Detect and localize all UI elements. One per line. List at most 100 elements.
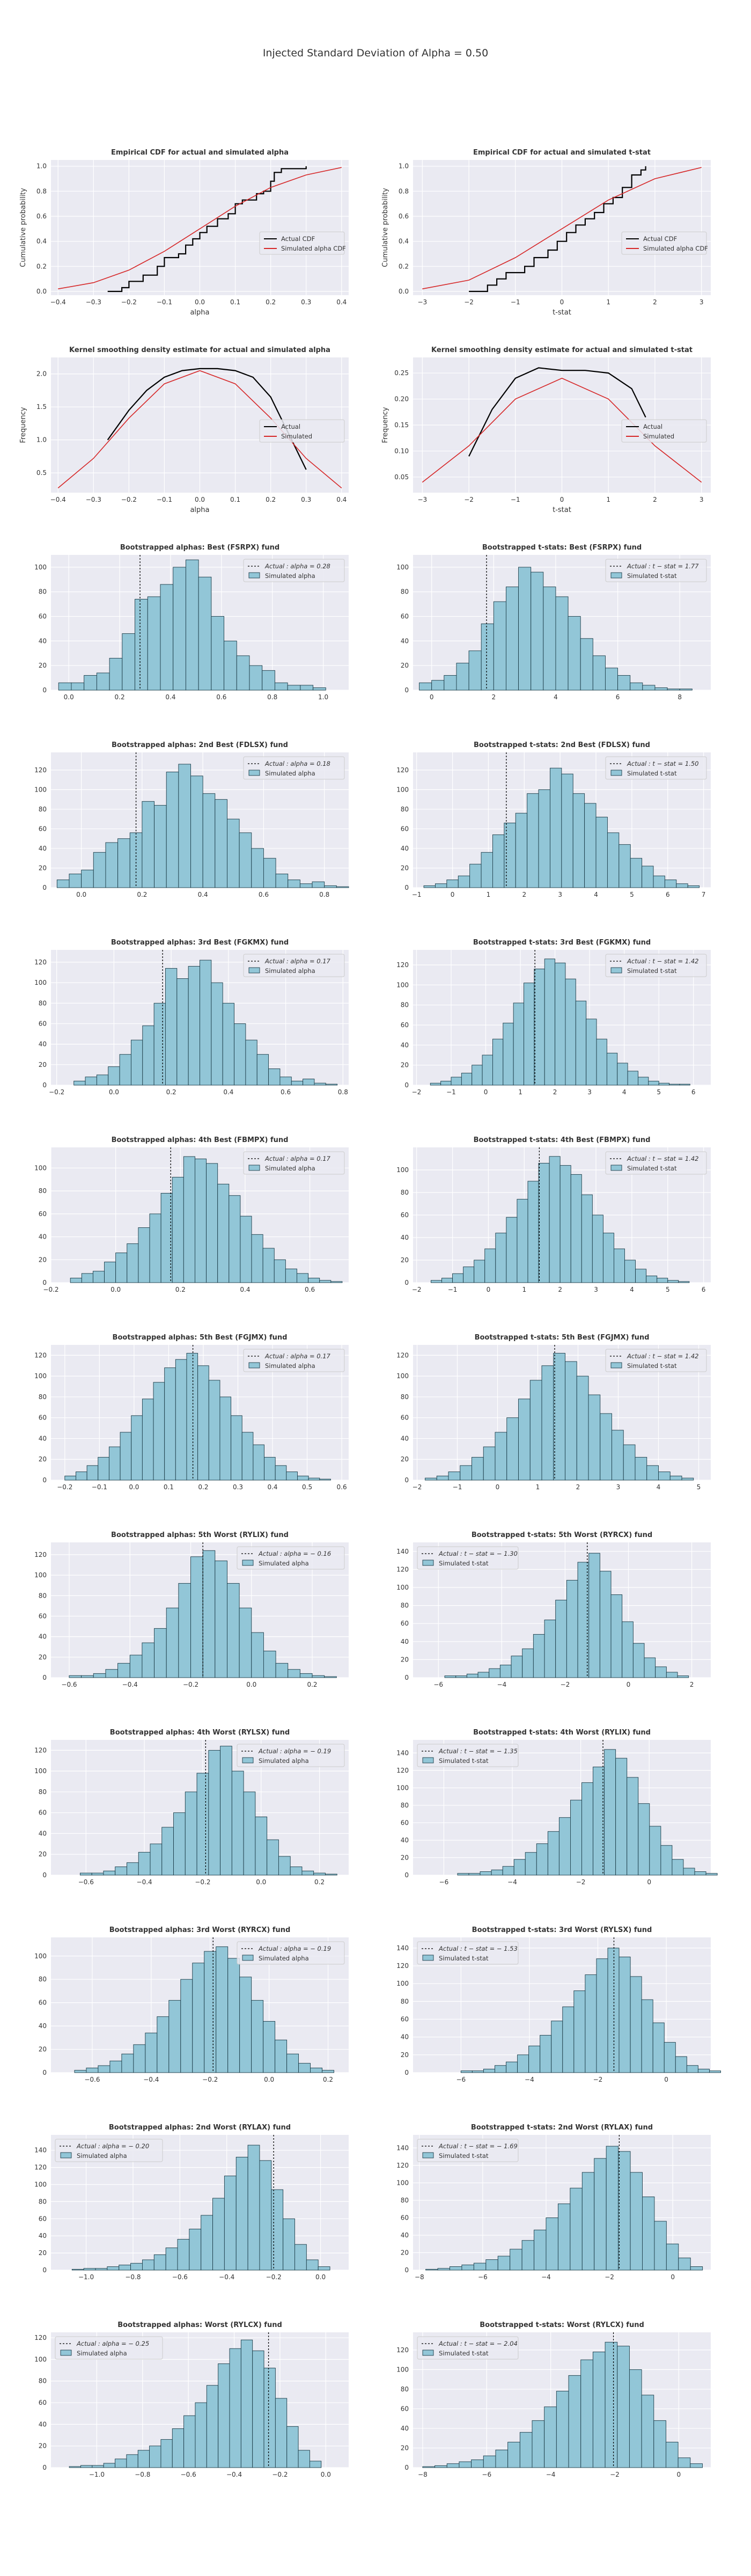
histogram-bar [595, 817, 608, 888]
y-tick-label: 100 [396, 2179, 409, 2186]
histogram-bar [584, 803, 597, 888]
legend-bar-swatch [248, 1362, 260, 1368]
x-tick-label: −0.1 [92, 1483, 107, 1491]
histogram-bar [115, 2458, 127, 2468]
series-line [469, 166, 646, 292]
histogram-bar [256, 1054, 269, 1086]
histogram-bar [482, 1055, 493, 1086]
histogram-bar [642, 685, 656, 691]
histogram-bar [686, 2065, 698, 2073]
histogram-bar [81, 1675, 94, 1678]
legend: Actual : t − stat = 1.42 Simulated t-stat [605, 954, 707, 977]
histogram-bar [206, 2385, 219, 2468]
x-tick-label: 0.8 [319, 891, 329, 898]
y-tick-label: 20 [401, 1854, 409, 1861]
histogram-bar [678, 2457, 691, 2468]
histogram-bar [76, 1472, 87, 1481]
histogram-bar [581, 1194, 593, 1283]
histogram-bar [253, 1444, 264, 1481]
histogram-bar [532, 2420, 545, 2468]
histogram-bar [677, 1675, 689, 1678]
x-tick-label: 3 [558, 891, 562, 898]
histogram-bar [251, 2000, 264, 2073]
legend-entry-actual: Actual : t − stat = 1.42 [627, 957, 698, 965]
histogram-bar [216, 1946, 229, 2073]
subplot-title: Bootstrapped alphas: 3rd Best (FGKMX) fu… [111, 939, 289, 947]
histogram-bar [425, 1477, 437, 1481]
legend-entry-simulated: Simulated alpha [265, 1362, 315, 1370]
x-tick-label: 6 [691, 1088, 696, 1096]
subplot-title: Empirical CDF for actual and simulated a… [111, 149, 289, 157]
histogram-bar [251, 848, 264, 888]
histogram-bar [211, 982, 223, 1086]
y-tick-label: 0 [404, 1279, 409, 1286]
histogram-bar [172, 2428, 185, 2468]
series-line [422, 167, 702, 290]
x-tick-label: 0 [677, 2471, 681, 2478]
histogram-bar [423, 885, 436, 888]
y-tick-label: 60 [401, 1211, 409, 1219]
histogram-bar [605, 668, 619, 691]
y-tick-label: 20 [401, 662, 409, 669]
x-tick-label: −0.8 [125, 2273, 141, 2281]
legend-entry-simulated: Simulated t-stat [627, 1165, 677, 1172]
histogram-bar [298, 2450, 310, 2468]
histogram-bar [98, 2065, 111, 2073]
y-tick-label: 20 [401, 2051, 409, 2059]
y-tick-label: 0 [42, 686, 47, 694]
y-tick-label: 120 [396, 1351, 409, 1359]
y-tick-label: 0.5 [36, 469, 47, 477]
histogram-bar [573, 1990, 586, 2073]
x-tick-label: 0.2 [115, 693, 125, 701]
x-tick-label: 0 [560, 298, 564, 306]
histogram-bar [86, 1465, 99, 1481]
histogram-bar [667, 689, 680, 691]
legend-entry-actual: Actual : t − stat = 1.42 [627, 1352, 698, 1360]
histogram-bar [164, 1367, 176, 1481]
histogram-bar [491, 1869, 503, 1876]
histogram-bar [474, 1260, 485, 1283]
subplot-22: 0 20 40 60 80 100 120 140 −8 −6 −4 −2 0 Bootstrapped … [396, 2124, 711, 2281]
legend-frame [55, 2336, 163, 2360]
x-tick-label: 4 [594, 891, 598, 898]
histogram-bar [544, 958, 556, 1086]
x-tick-label: 1 [606, 298, 610, 306]
y-tick-label: 60 [39, 1020, 47, 1027]
histogram-bar [683, 1868, 695, 1876]
legend-entry-actual: Actual : t − stat = 1.50 [627, 760, 698, 767]
legend-bar-swatch [610, 770, 622, 776]
histogram-bar [551, 2021, 563, 2073]
y-tick-label: 80 [401, 1001, 409, 1009]
y-tick-label: 0.10 [394, 447, 409, 455]
y-tick-label: 20 [39, 2046, 47, 2053]
histogram-bar [336, 886, 349, 888]
x-tick-label: 3 [700, 298, 704, 306]
legend-entry-simulated: Simulated t-stat [439, 2152, 489, 2160]
x-tick-label: 2 [491, 693, 496, 701]
histogram-bar [279, 1077, 292, 1086]
y-tick-label: 80 [401, 2197, 409, 2204]
histogram-bar [119, 1054, 131, 1086]
histogram-bar [263, 2021, 276, 2073]
x-tick-label: 2 [558, 1286, 562, 1293]
x-tick-label: 0.0 [76, 891, 86, 898]
y-tick-label: 1.5 [36, 403, 47, 411]
y-tick-label: 20 [39, 2249, 47, 2257]
histogram-bar [492, 834, 505, 888]
histogram-bar [485, 2259, 498, 2271]
histogram-bar [540, 2035, 552, 2073]
histogram-bar [510, 2249, 522, 2271]
legend-entry-simulated: Simulated t-stat [439, 1560, 489, 1567]
x-tick-label: −1 [511, 298, 520, 306]
histogram-bar [669, 1084, 680, 1086]
histogram-bar [694, 1871, 706, 1876]
histogram-bar [147, 596, 161, 691]
y-tick-label: 40 [39, 1233, 47, 1241]
y-tick-label: 0 [404, 884, 409, 891]
histogram-bar [592, 2352, 606, 2468]
subplot-3: 0.5 1.0 1.5 2.0 −0.4 −0.3 −0.2 −0.1 0.0 0.1 0.2 0.3… [19, 346, 349, 514]
histogram-bar [69, 2466, 81, 2468]
y-tick-label: 1.0 [399, 163, 409, 170]
x-tick-label: −0.2 [272, 2471, 288, 2478]
y-tick-label: 100 [34, 2181, 47, 2189]
